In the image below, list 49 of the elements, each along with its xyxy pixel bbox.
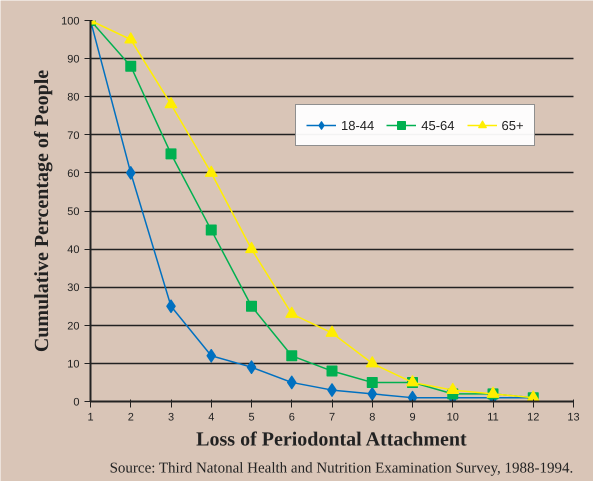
legend-label: 18-44 xyxy=(341,118,374,132)
point xyxy=(286,350,298,362)
y-tick-label: 30 xyxy=(67,282,80,294)
source-note: Source: Third Natonal Health and Nutrition Examination Survey, 1988-1994. xyxy=(110,460,574,476)
point xyxy=(366,376,378,388)
point xyxy=(367,386,378,401)
y-tick-label: 0 xyxy=(73,396,80,408)
x-axis-title: Loss of Periodontal Attachment xyxy=(196,428,468,450)
y-axis-title: Cumulative Percentage of People xyxy=(31,70,54,352)
x-tick-label: 4 xyxy=(208,412,214,424)
x-tick-label: 12 xyxy=(527,412,540,424)
x-tick-label: 9 xyxy=(409,412,416,424)
point xyxy=(285,306,298,318)
y-tick-label: 20 xyxy=(67,320,80,332)
x-tick-label: 3 xyxy=(168,412,174,424)
x-tick-label: 1 xyxy=(87,412,94,424)
point xyxy=(446,382,460,394)
x-tick-label: 10 xyxy=(446,412,459,424)
x-tick-label: 6 xyxy=(288,412,295,424)
point xyxy=(286,375,297,390)
y-tick-label: 50 xyxy=(67,206,80,218)
x-tick-label: 2 xyxy=(128,412,134,424)
point xyxy=(124,32,138,44)
y-tick-label: 80 xyxy=(67,92,80,104)
point xyxy=(204,165,218,177)
legend-label: 45-64 xyxy=(421,118,454,132)
x-tick-label: 5 xyxy=(248,412,255,424)
y-tick-label: 90 xyxy=(67,54,80,66)
point xyxy=(326,325,338,337)
point xyxy=(206,224,217,236)
x-tick-label: 11 xyxy=(487,412,499,424)
point xyxy=(125,60,136,72)
point xyxy=(166,148,176,160)
y-tick-label: 40 xyxy=(67,244,80,256)
point xyxy=(126,166,136,180)
point xyxy=(246,300,257,312)
y-tick-label: 100 xyxy=(61,16,80,28)
point xyxy=(206,348,216,363)
point xyxy=(245,242,258,254)
x-tick-label: 7 xyxy=(328,412,336,424)
point xyxy=(164,96,178,108)
legend-label: 65+ xyxy=(502,118,524,132)
x-tick-label: 8 xyxy=(369,412,376,424)
y-tick-label: 10 xyxy=(67,358,80,370)
y-tick-label: 70 xyxy=(67,130,80,142)
point xyxy=(326,366,338,377)
x-tick-label: 13 xyxy=(567,412,580,424)
y-tick-label: 60 xyxy=(67,168,80,180)
point xyxy=(366,356,379,368)
